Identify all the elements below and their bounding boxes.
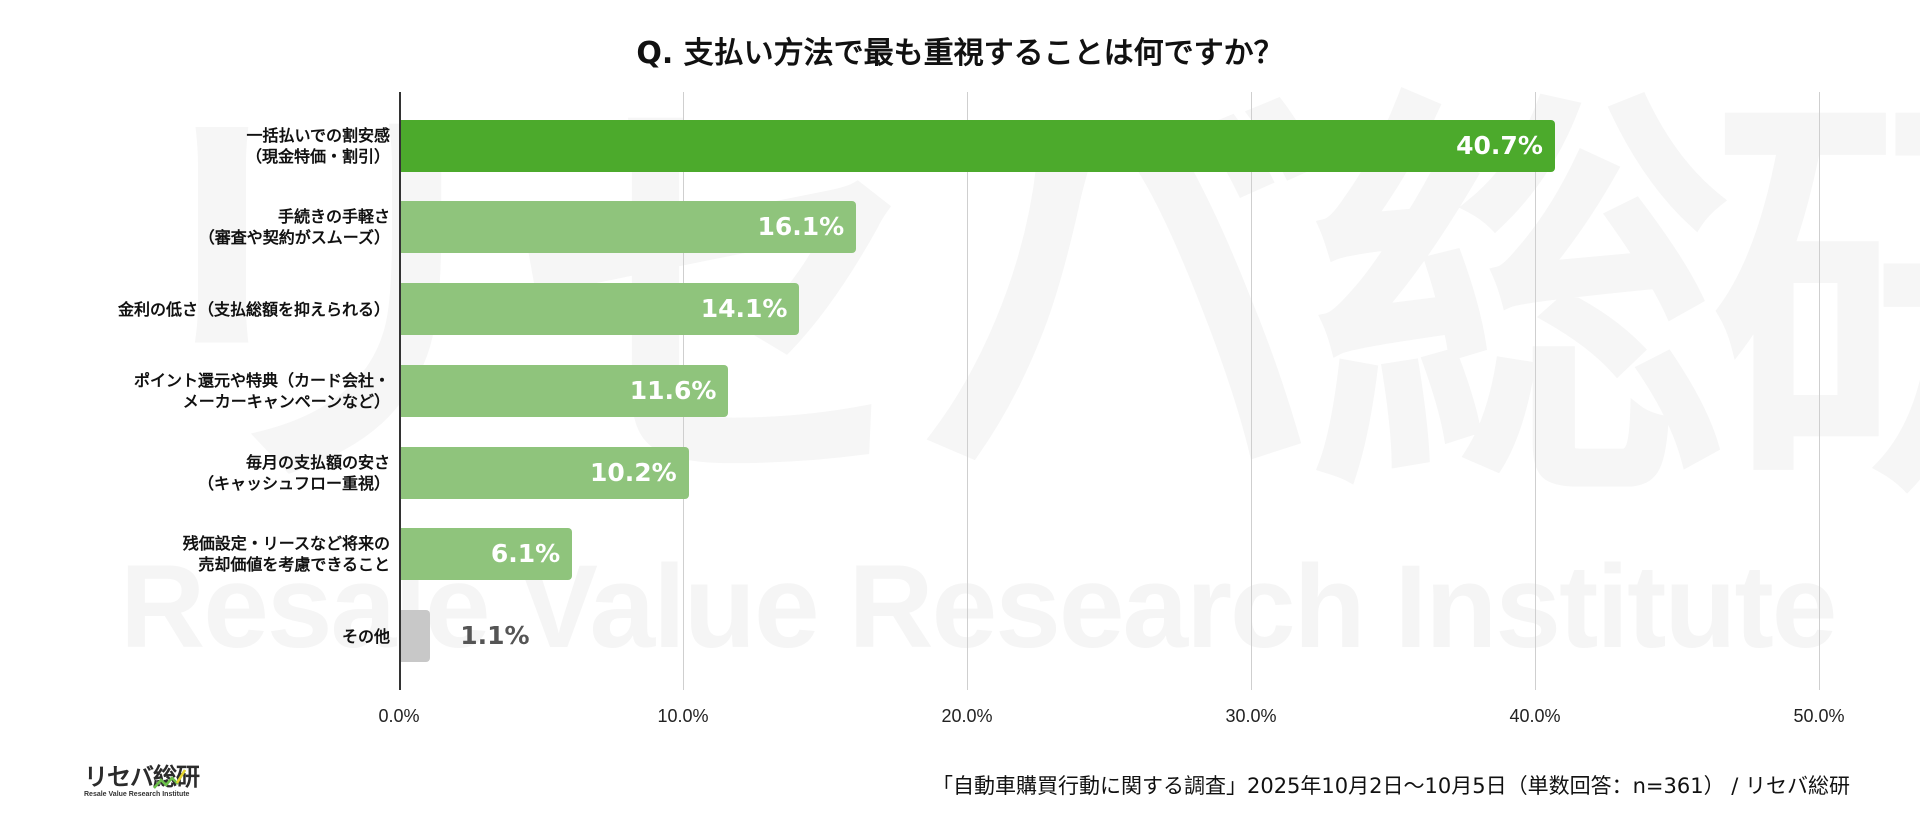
logo-wordmark-en: Resale Value Research Institute	[84, 791, 190, 798]
x-axis-tick-label: 20.0%	[941, 706, 993, 726]
category-label-line: （審査や契約がスムーズ）	[198, 228, 390, 247]
bar-value-label: 1.1%	[460, 621, 530, 650]
gridline	[1535, 92, 1536, 690]
bar: 40.7%	[401, 120, 1555, 172]
bar: 10.2%	[401, 447, 689, 499]
bar: 14.1%	[401, 283, 800, 335]
x-axis-tick-label: 40.0%	[1509, 706, 1561, 726]
category-label-line: その他	[341, 626, 390, 646]
bar-value-label: 40.7%	[1456, 131, 1543, 160]
bar: 1.1%	[401, 610, 530, 662]
category-label: ポイント還元や特典（カード会社・メーカーキャンペーンなど）	[10, 365, 390, 417]
bar-value-label: 6.1%	[490, 539, 561, 568]
category-label-line: 毎月の支払額の安さ	[245, 453, 390, 472]
bar: 11.6%	[401, 365, 729, 417]
bar-value-label: 14.1%	[700, 294, 788, 323]
bar-value-label: 11.6%	[629, 376, 717, 405]
category-label-line: 一括払いでの割安感	[246, 126, 390, 145]
category-label-line: 残価設定・リースなど将来の	[182, 534, 390, 553]
bar-value-label: 16.1%	[757, 212, 845, 241]
gridline	[1819, 92, 1820, 690]
category-label: 一括払いでの割安感 （現金特価・割引）	[10, 120, 390, 172]
category-label-line: （現金特価・割引）	[245, 147, 390, 166]
bar: 16.1%	[401, 201, 857, 253]
gridline	[967, 92, 968, 690]
category-label-line: 手続きの手軽さ	[277, 207, 390, 226]
footer-logo: リセバ総研 Resale Value Research Institute	[84, 764, 204, 802]
chart-title: Q. 支払い方法で最も重視することは何ですか？	[636, 36, 1284, 71]
logo-growth-line-icon	[153, 769, 187, 789]
category-label: 毎月の支払額の安さ （キャッシュフロー重視）	[10, 447, 390, 499]
x-axis-tick-label: 0.0%	[378, 706, 420, 726]
category-label-line: ポイント還元や特典（カード会社・	[133, 371, 390, 390]
category-label: その他	[10, 610, 390, 662]
x-axis-tick-label: 50.0%	[1793, 706, 1845, 726]
x-axis-tick-label: 30.0%	[1225, 706, 1277, 726]
category-label: 手続きの手軽さ （審査や契約がスムーズ）	[10, 201, 390, 253]
x-axis-tick-label: 10.0%	[657, 706, 709, 726]
bar-value-label: 10.2%	[589, 458, 677, 487]
category-label-line: 売却価値を考慮できること	[198, 555, 390, 574]
y-axis-line	[399, 92, 401, 690]
source-note: 「自動車購買行動に関する調査」2025年10月2日〜10月5日（単数回答：n=3…	[931, 774, 1850, 798]
category-label: 残価設定・リースなど将来の売却価値を考慮できること	[10, 528, 390, 580]
category-label-line: メーカーキャンペーンなど）	[182, 392, 390, 411]
bar: 6.1%	[401, 528, 573, 580]
logo-wordmark-jp: リセバ総研	[84, 764, 204, 790]
gridline	[1251, 92, 1252, 690]
category-label-line: 金利の低さ（支払総額を抑えられる）	[117, 299, 390, 319]
category-label: 金利の低さ（支払総額を抑えられる）	[10, 283, 390, 335]
category-label-line: （キャッシュフロー重視）	[197, 474, 390, 493]
